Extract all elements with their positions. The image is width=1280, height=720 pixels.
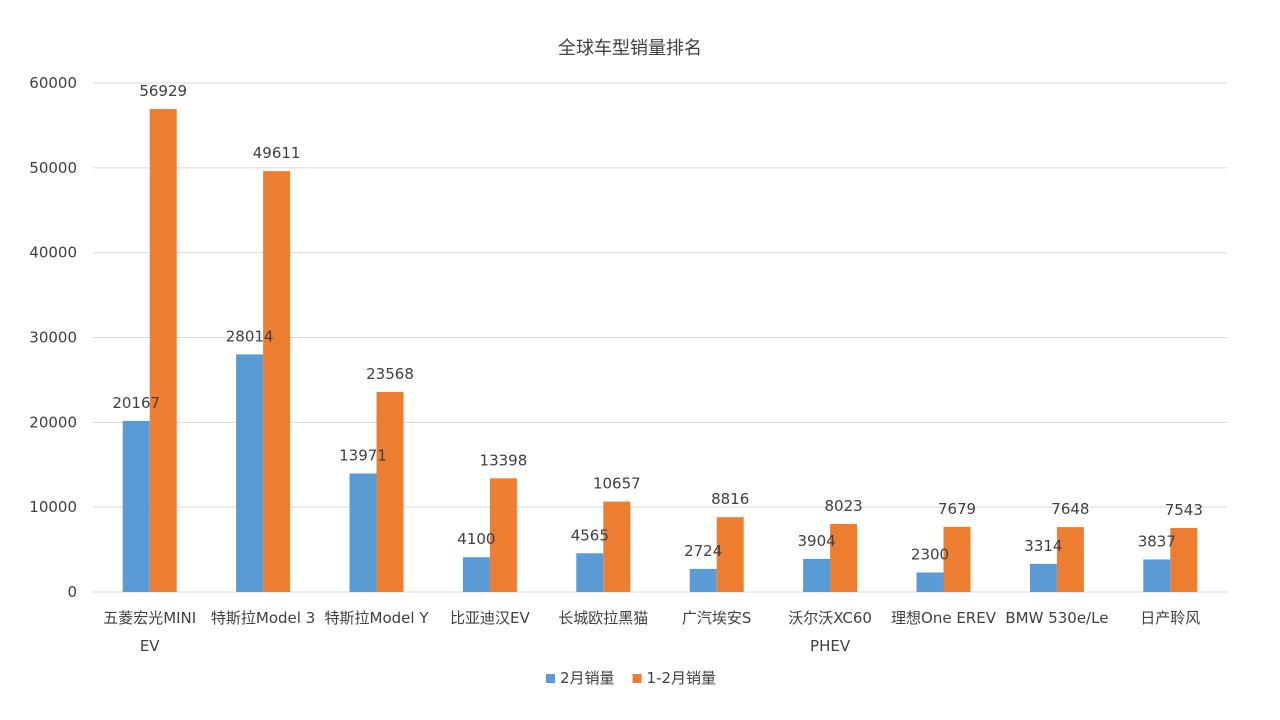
- data-label: 3904: [798, 532, 836, 550]
- x-category-label: 特斯拉Model Y: [325, 609, 430, 627]
- y-tick-label: 30000: [29, 329, 77, 347]
- data-label: 56929: [139, 82, 187, 100]
- x-category-label: 比亚迪汉EV: [450, 609, 530, 627]
- x-category-label: 沃尔沃XC60: [788, 609, 872, 627]
- data-label: 7679: [938, 500, 976, 518]
- legend-swatch: [632, 674, 642, 683]
- bar: [1029, 563, 1057, 592]
- x-category-label: 广汽埃安S: [682, 609, 752, 627]
- bar: [263, 171, 291, 592]
- y-tick-label: 10000: [29, 498, 77, 516]
- y-tick-label: 60000: [29, 74, 77, 92]
- bar: [462, 557, 490, 592]
- y-tick-label: 0: [67, 583, 77, 601]
- legend-label: 1-2月销量: [647, 669, 717, 687]
- legend: 2月销量 1-2月销量: [546, 669, 716, 687]
- bar: [236, 354, 264, 592]
- x-category-label: PHEV: [810, 637, 851, 655]
- bar: [489, 478, 517, 592]
- bar: [576, 553, 604, 592]
- x-category-label: 五菱宏光MINI: [103, 609, 196, 627]
- y-axis: 0 10000 20000 30000 40000 50000 60000: [29, 74, 77, 601]
- x-category-label: 理想One EREV: [891, 609, 997, 627]
- data-label: 13398: [480, 451, 528, 469]
- data-label: 7648: [1051, 500, 1089, 518]
- bar: [376, 392, 404, 592]
- data-label: 4100: [457, 530, 495, 548]
- data-label: 7543: [1165, 501, 1203, 519]
- bar: [1143, 559, 1171, 592]
- bar: [716, 517, 744, 592]
- bar: [689, 568, 717, 592]
- y-tick-label: 20000: [29, 413, 77, 431]
- chart-title: 全球车型销量排名: [558, 38, 702, 59]
- data-label: 13971: [339, 446, 387, 464]
- bar: [122, 420, 150, 592]
- x-axis: 五菱宏光MINI EV 特斯拉Model 3 特斯拉Model Y 比亚迪汉EV 长城欧拉…: [103, 609, 1200, 655]
- x-category-label: EV: [140, 637, 160, 655]
- y-tick-label: 40000: [29, 244, 77, 262]
- data-label: 49611: [253, 144, 301, 162]
- data-label: 10657: [593, 475, 641, 493]
- data-label: 3837: [1138, 532, 1176, 550]
- bar: [149, 109, 177, 593]
- bar: [603, 501, 631, 592]
- data-label: 20167: [112, 394, 160, 412]
- x-category-label: 特斯拉Model 3: [211, 609, 315, 627]
- y-tick-label: 50000: [29, 159, 77, 177]
- x-category-label: 长城欧拉黑猫: [558, 609, 648, 627]
- legend-label: 2月销量: [560, 669, 615, 687]
- bar: [1170, 528, 1198, 592]
- data-label: 8816: [711, 490, 749, 508]
- bars: [122, 109, 1198, 593]
- data-label: 4565: [571, 526, 609, 544]
- bar: [830, 523, 858, 592]
- bar: [943, 526, 971, 592]
- bar: [1056, 527, 1084, 592]
- data-label: 8023: [825, 497, 863, 515]
- data-label: 28014: [226, 327, 274, 345]
- data-label: 2724: [684, 542, 722, 560]
- x-category-label: BMW 530e/Le: [1005, 609, 1108, 627]
- bar: [916, 572, 944, 592]
- data-label: 3314: [1024, 537, 1062, 555]
- legend-swatch: [546, 674, 555, 683]
- data-label: 2300: [911, 545, 949, 563]
- bar: [349, 473, 377, 592]
- bar: [803, 558, 831, 592]
- data-labels: 20167 56929 28014 49611 13971 23568 4100 13398 4…: [112, 82, 1203, 563]
- x-category-label: 日产聆风: [1140, 609, 1200, 627]
- data-label: 23568: [366, 365, 414, 383]
